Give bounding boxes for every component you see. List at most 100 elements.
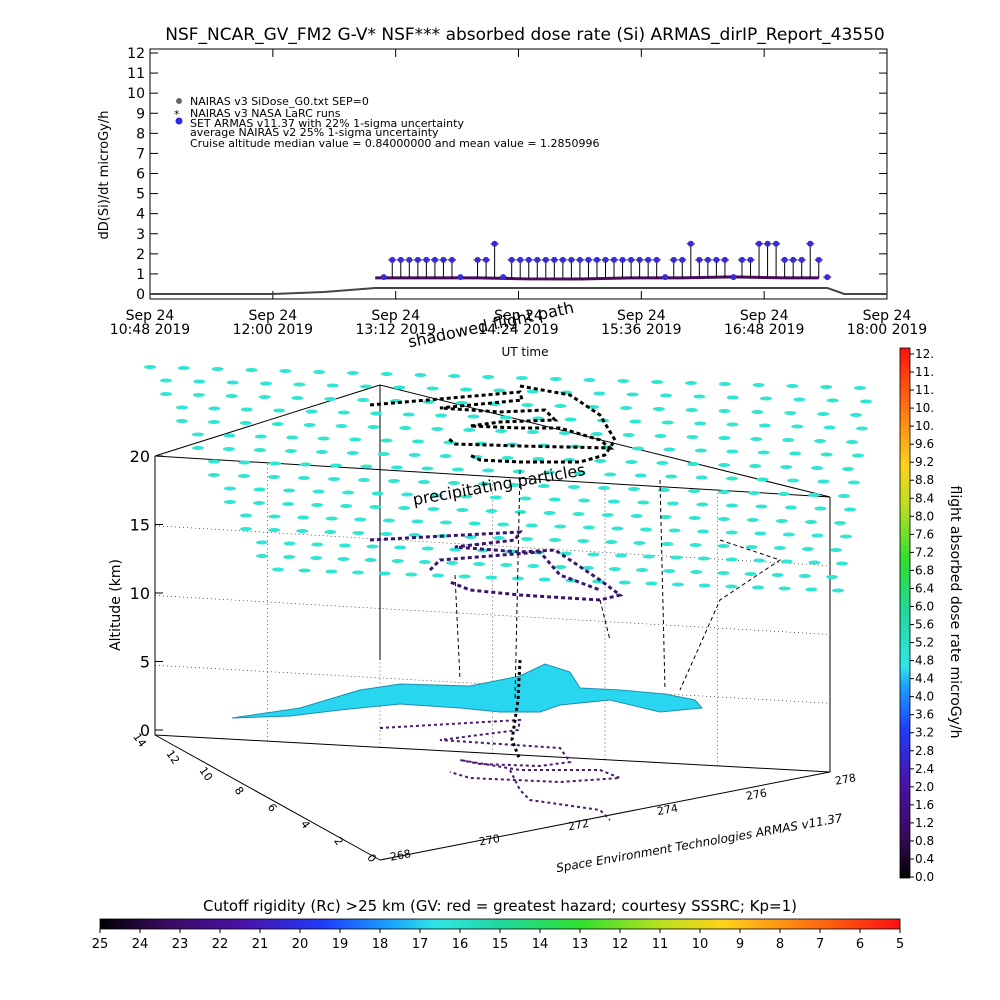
latitude-tick-label: 6 xyxy=(265,801,280,814)
particle-mark xyxy=(335,424,348,428)
y-tick-label: 6 xyxy=(136,167,145,183)
longitude-tick-label: 278 xyxy=(834,771,857,787)
particle-mark xyxy=(749,464,762,468)
particle-mark xyxy=(346,371,359,375)
particle-mark xyxy=(789,451,802,456)
particle-mark xyxy=(427,507,440,511)
particle-mark xyxy=(568,485,580,489)
particle-mark xyxy=(297,515,310,520)
y-tick-label: 8 xyxy=(136,126,145,142)
particle-mark xyxy=(780,465,793,469)
particle-mark xyxy=(642,554,655,559)
particle-mark xyxy=(564,417,577,422)
box-back-right-top xyxy=(379,384,831,498)
dose-colorbar-tick-label: 8.8 xyxy=(915,473,934,487)
dose-colorbar-tick-label: 7.6 xyxy=(915,527,934,541)
particle-mark xyxy=(532,457,545,461)
particle-mark xyxy=(757,450,770,455)
particle-mark xyxy=(258,395,271,399)
particle-mark xyxy=(394,545,407,550)
particle-mark xyxy=(717,544,730,548)
particle-mark xyxy=(605,540,618,544)
particle-mark xyxy=(177,366,190,370)
grid-line xyxy=(154,525,831,567)
particle-mark xyxy=(548,497,561,502)
particle-mark xyxy=(629,419,642,424)
particle-mark xyxy=(279,369,292,373)
particle-mark xyxy=(455,401,468,405)
particle-mark xyxy=(515,376,528,380)
particle-mark xyxy=(521,403,534,407)
particle-mark xyxy=(193,379,206,384)
particle-mark xyxy=(240,407,253,412)
particle-mark xyxy=(725,530,738,535)
particle-mark xyxy=(489,495,502,500)
particle-mark xyxy=(726,449,739,454)
particle-mark xyxy=(222,447,235,451)
particle-mark xyxy=(449,547,462,552)
longitude-tick-label: 276 xyxy=(745,786,768,802)
flight-track-ascent xyxy=(510,659,522,761)
dose-colorbar-tick-label: 8.4 xyxy=(915,491,934,505)
particle-mark xyxy=(684,381,697,385)
particle-mark xyxy=(805,587,818,592)
particle-mark xyxy=(666,501,679,506)
armas-point xyxy=(611,256,618,263)
armas-point xyxy=(431,256,438,263)
particle-mark xyxy=(611,526,624,531)
particle-mark xyxy=(493,388,506,393)
particle-mark xyxy=(283,541,296,546)
armas-point xyxy=(628,256,635,263)
dose-colorbar-tick-label: 9.6 xyxy=(915,437,934,451)
precip-footprint xyxy=(231,663,704,719)
flight-track-vertical xyxy=(454,469,782,701)
particle-mark xyxy=(687,462,700,466)
particle-mark xyxy=(636,568,648,572)
dose-colorbar-tick-label: 3.6 xyxy=(915,708,934,722)
particle-mark xyxy=(408,453,421,457)
armas-point xyxy=(474,256,481,263)
flight-track-mid xyxy=(369,530,624,602)
dose-colorbar-tick-label: 6.8 xyxy=(915,563,934,577)
altitude-tick-label: 0 xyxy=(140,721,150,740)
particle-mark xyxy=(670,555,683,560)
particle-mark xyxy=(838,494,850,498)
particle-mark xyxy=(393,385,406,390)
y-tick-label: 7 xyxy=(136,146,145,162)
dose-colorbar-tick-label: 8.0 xyxy=(915,509,934,523)
particle-mark xyxy=(811,533,824,538)
particle-mark xyxy=(380,438,393,443)
particle-mark xyxy=(418,560,431,564)
particle-mark xyxy=(695,475,708,480)
legend: NAIRAS v3 SiDose_G0.txt SEP=0 * NAIRAS v… xyxy=(174,95,600,150)
particle-mark xyxy=(632,446,644,451)
particle-mark xyxy=(688,516,701,520)
particle-mark xyxy=(554,404,567,408)
x-tick-date: Sep 24 xyxy=(249,308,298,324)
series-nairas-sidose-line xyxy=(150,286,887,295)
particle-mark xyxy=(758,423,771,428)
particle-mark xyxy=(592,579,604,584)
cutoff-bar-tick-label: 11 xyxy=(652,937,669,952)
particle-mark xyxy=(435,413,448,418)
armas-point xyxy=(790,256,797,263)
legend-marker-armas xyxy=(175,117,183,125)
particle-mark xyxy=(352,531,365,535)
particle-mark xyxy=(402,412,415,417)
particle-mark xyxy=(656,461,669,465)
particle-mark xyxy=(543,470,556,475)
armas-point xyxy=(593,256,600,263)
particle-mark xyxy=(717,571,730,575)
particle-mark xyxy=(299,462,312,467)
particle-mark xyxy=(245,368,258,372)
particle-mark xyxy=(782,438,795,442)
particle-mark xyxy=(176,405,188,410)
particle-mark xyxy=(448,481,460,485)
legend-item-armas: SET ARMAS v11.37 with 22% 1-sigma uncert… xyxy=(190,117,464,130)
particle-mark xyxy=(823,425,836,430)
particle-mark xyxy=(607,499,620,504)
cutoff-bar-tick-label: 23 xyxy=(172,937,189,952)
particle-mark xyxy=(801,547,814,551)
particle-mark xyxy=(587,405,600,409)
